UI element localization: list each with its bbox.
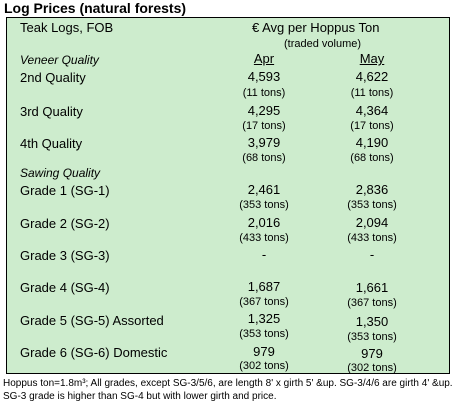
page-title: Log Prices (natural forests): [4, 0, 187, 16]
apr-value: 4,593: [247, 69, 281, 84]
row-name: 3rd Quality: [20, 104, 83, 119]
row-name: Grade 2 (SG-2): [20, 216, 110, 231]
may-value: 2,094: [355, 215, 389, 230]
col-may-header: May: [359, 51, 385, 66]
apr-volume: (367 tons): [239, 296, 289, 308]
may-value: 4,364: [355, 103, 389, 118]
may-volume: (17 tons): [350, 120, 394, 132]
apr-volume: (353 tons): [239, 328, 289, 340]
row-name: Grade 3 (SG-3): [20, 248, 110, 263]
header-right: € Avg per Hoppus Ton: [252, 20, 380, 35]
row-name: Grade 6 (SG-6) Domestic: [20, 345, 168, 360]
row-name: Grade 5 (SG-5) Assorted: [20, 313, 164, 328]
may-value: 2,836: [355, 182, 389, 197]
row-name: 2nd Quality: [20, 70, 86, 85]
apr-volume: (433 tons): [239, 232, 289, 244]
may-value: 1,661: [355, 280, 389, 295]
apr-volume: (353 tons): [239, 199, 289, 211]
may-value: -: [369, 247, 375, 262]
may-volume: (353 tons): [347, 331, 397, 343]
may-volume: (367 tons): [347, 297, 397, 309]
apr-volume: (17 tons): [242, 120, 286, 132]
apr-value: 979: [253, 344, 275, 359]
apr-value: 1,687: [247, 279, 281, 294]
may-volume: (353 tons): [347, 199, 397, 211]
apr-value: 3,979: [247, 135, 281, 150]
may-volume: (11 tons): [350, 87, 394, 99]
apr-volume: (68 tons): [242, 152, 286, 164]
apr-value: -: [261, 247, 267, 262]
row-name: Grade 4 (SG-4): [20, 280, 110, 295]
row-name: Grade 1 (SG-1): [20, 183, 110, 198]
may-volume: (68 tons): [350, 152, 394, 164]
apr-volume: (302 tons): [239, 360, 289, 372]
header-left: Teak Logs, FOB: [20, 20, 114, 35]
may-volume: (302 tons): [347, 362, 397, 374]
footnote: Hoppus ton=1.8m³; All grades, except SG-…: [3, 378, 453, 402]
may-value: 1,350: [355, 314, 389, 329]
section-label: Veneer Quality: [20, 53, 99, 67]
apr-volume: (11 tons): [242, 87, 286, 99]
price-table: Teak Logs, FOB € Avg per Hoppus Ton (tra…: [6, 17, 450, 374]
apr-value: 4,295: [247, 103, 281, 118]
apr-value: 1,325: [247, 311, 281, 326]
may-value: 4,622: [355, 69, 389, 84]
header-sub: (traded volume): [284, 38, 362, 50]
apr-value: 2,461: [247, 182, 281, 197]
col-apr-header: Apr: [253, 51, 275, 66]
section-label: Sawing Quality: [20, 166, 101, 180]
row-name: 4th Quality: [20, 136, 83, 151]
may-value: 979: [361, 346, 383, 361]
apr-value: 2,016: [247, 215, 281, 230]
may-value: 4,190: [355, 135, 389, 150]
may-volume: (433 tons): [347, 232, 397, 244]
